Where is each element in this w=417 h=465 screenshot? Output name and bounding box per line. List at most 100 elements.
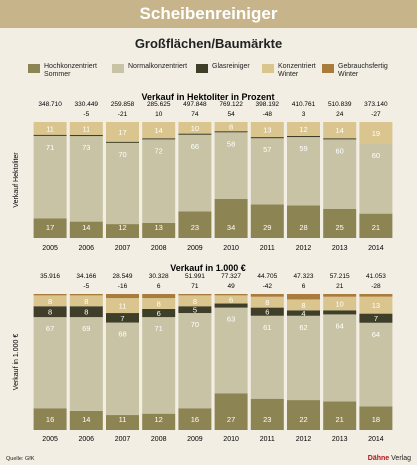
x-tick-label: 2008 xyxy=(151,436,167,443)
bar-segment xyxy=(69,295,103,307)
bar-segment xyxy=(250,137,284,139)
x-tick-label: 2005 xyxy=(42,245,58,252)
x-tick-label: 2012 xyxy=(296,436,312,443)
bar-segment xyxy=(250,296,284,308)
bar-data-label: 66 xyxy=(191,142,199,151)
bar-total-label: 330.449 xyxy=(75,101,99,108)
bar-change-label: 74 xyxy=(191,111,199,118)
bar-data-label: 11 xyxy=(119,302,127,311)
x-tick-label: 2011 xyxy=(260,245,275,252)
x-tick-label: 2009 xyxy=(187,436,203,443)
bar-segment xyxy=(178,295,212,307)
bar-segment xyxy=(142,139,176,223)
bar-segment xyxy=(178,134,212,212)
x-tick-label: 2007 xyxy=(115,436,131,443)
legend-label-konzentriert-winter: Konzentriert Winter xyxy=(278,63,316,78)
x-tick-label: 2009 xyxy=(187,245,203,252)
bar-segment xyxy=(33,317,67,409)
legend-label-gebrauchsfertig-winter: Gebrauchsfertig Winter xyxy=(338,63,388,78)
bar-data-label: 60 xyxy=(336,146,344,155)
bar-change-label: 21 xyxy=(336,283,344,290)
legend-swatch-gebrauchsfertig-winter xyxy=(322,64,334,73)
bar-segment xyxy=(33,408,67,430)
bar-data-label: 18 xyxy=(372,415,380,424)
bar-change-label: 71 xyxy=(191,283,199,290)
bar-segment xyxy=(142,413,176,430)
bar-segment xyxy=(142,222,176,238)
bar-segment xyxy=(323,314,357,402)
bar-segment xyxy=(106,322,139,416)
x-tick-label: 2006 xyxy=(79,436,95,443)
x-tick-label: 2012 xyxy=(296,245,312,252)
x-tick-label: 2007 xyxy=(115,245,131,252)
page-subtitle: Großflächen/Baumärkte xyxy=(134,36,283,51)
bar-segment xyxy=(250,204,284,238)
bar-segment xyxy=(359,144,393,214)
bar-segment xyxy=(178,211,212,238)
bar-data-label: 64 xyxy=(336,321,344,330)
bar-data-label: 62 xyxy=(299,323,307,332)
bar-segment xyxy=(323,139,357,209)
bar-segment xyxy=(178,294,212,296)
x-tick-label: 2005 xyxy=(42,436,58,443)
bar-data-label: 28 xyxy=(299,223,307,232)
bar-change-label: 6 xyxy=(302,283,306,290)
bar-segment xyxy=(323,296,357,311)
bar-data-label: 8 xyxy=(48,297,52,306)
source-note: Quelle: GfK xyxy=(6,456,35,462)
bar-segment xyxy=(287,400,320,430)
bar-data-label: 70 xyxy=(118,150,126,159)
bar-total-label: 259.858 xyxy=(111,101,135,108)
legend-swatch-hochkonzentriert xyxy=(28,64,40,73)
bar-segment xyxy=(33,294,67,296)
bar-segment xyxy=(178,306,212,314)
bar-segment xyxy=(33,306,67,318)
bar-data-label: 11 xyxy=(119,415,127,424)
bar-segment xyxy=(106,122,139,142)
legend-swatch-konzentriert-winter xyxy=(262,64,274,73)
bar-data-label: 22 xyxy=(299,415,307,424)
legend-label-normalkonzentriert: Normalkonzentriert xyxy=(128,63,188,70)
bar-data-label: 19 xyxy=(372,129,380,138)
header-bar: Scheibenreiniger xyxy=(0,0,417,28)
bar-change-label: -16 xyxy=(118,283,128,290)
bar-segment xyxy=(69,294,103,296)
bar-change-label: 49 xyxy=(227,283,235,290)
x-tick-label: 2006 xyxy=(79,245,95,252)
bar-data-label: 68 xyxy=(118,330,126,339)
bar-data-label: 6 xyxy=(265,308,269,317)
bar-segment xyxy=(69,122,103,135)
chart-title: Verkauf in 1.000 € xyxy=(170,263,246,273)
bar-total-label: 510.839 xyxy=(328,101,352,108)
bar-segment xyxy=(33,135,67,219)
bar-data-label: 13 xyxy=(263,126,271,135)
bar-segment xyxy=(178,133,212,135)
bar-segment xyxy=(69,136,103,222)
bar-segment xyxy=(69,221,103,238)
bar-total-label: 41.053 xyxy=(366,273,386,280)
bar-change-label: 10 xyxy=(155,111,163,118)
bar-data-label: 57 xyxy=(263,145,271,154)
bar-segment xyxy=(287,315,320,401)
bar-data-label: 14 xyxy=(155,126,163,135)
bar-data-label: 67 xyxy=(46,324,54,333)
bar-data-label: 71 xyxy=(46,143,54,152)
bar-segment xyxy=(106,294,139,299)
bar-data-label: 17 xyxy=(118,128,126,137)
bar-data-label: 64 xyxy=(372,330,380,339)
bar-data-label: 12 xyxy=(155,415,163,424)
x-tick-label: 2010 xyxy=(223,436,239,443)
bar-data-label: 72 xyxy=(155,146,163,155)
bar-data-label: 8 xyxy=(229,123,233,132)
bar-data-label: 8 xyxy=(301,301,305,310)
bar-change-label: -48 xyxy=(263,111,273,118)
bar-segment xyxy=(287,135,320,138)
bar-segment xyxy=(323,294,357,297)
bar-segment xyxy=(359,213,393,238)
bar-segment xyxy=(214,303,248,308)
bar-segment xyxy=(287,122,320,136)
x-tick-label: 2011 xyxy=(260,436,275,443)
bar-segment xyxy=(250,294,284,297)
bar-total-label: 497.848 xyxy=(183,101,207,108)
